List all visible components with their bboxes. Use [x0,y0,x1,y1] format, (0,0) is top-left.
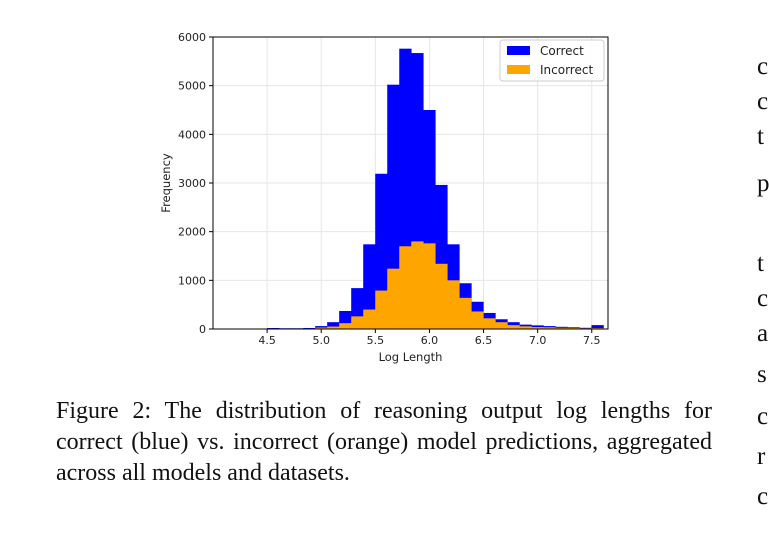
bar-incorrect [363,309,376,329]
bar-incorrect [375,290,388,329]
bar-correct [591,325,604,329]
figure-caption: Figure 2: The distribution of reasoning … [56,398,712,486]
y-tick-label: 4000 [178,128,206,141]
bar-incorrect [543,327,556,329]
legend-label-correct: Correct [540,44,584,58]
bar-incorrect [507,325,520,329]
bar-correct [363,244,376,329]
side-text-fragment: c [757,88,769,115]
bar-correct [327,322,340,329]
y-tick-label: 5000 [178,80,206,93]
x-tick-label: 5.5 [367,334,385,347]
side-text-fragment: r [757,443,766,470]
bar-incorrect [327,326,340,329]
y-tick-label: 6000 [178,31,206,44]
bar-incorrect [423,243,436,329]
side-text-fragment: c [757,403,769,430]
x-tick-label: 6.5 [475,334,493,347]
legend-swatch-correct [507,46,530,55]
side-text-fragment: s [757,361,767,388]
legend: Correct Incorrect [499,39,605,82]
x-tick-label: 4.5 [258,334,276,347]
side-text-fragment: p [757,170,769,197]
y-axis-ticks: 0 1000 2000 3000 4000 5000 6000 [178,31,213,336]
x-axis-ticks: 4.5 5.0 5.5 6.0 6.5 7.0 7.5 [258,329,601,347]
legend-label-incorrect: Incorrect [540,63,593,77]
bar-incorrect [471,311,484,329]
bar-incorrect [483,318,496,329]
bar-incorrect [435,263,448,329]
side-text-fragment: t [757,123,764,150]
bar-incorrect [315,327,328,329]
bar-incorrect [555,327,568,329]
bar-incorrect [447,280,460,329]
y-tick-label: 0 [199,323,206,336]
side-text-fragment: c [757,285,769,312]
bar-incorrect [339,323,352,329]
legend-swatch-incorrect [507,65,530,74]
bar-incorrect [459,297,472,329]
y-axis-label: Frequency [159,153,173,213]
bar-incorrect [519,326,532,329]
side-text-fragment: c [757,53,769,80]
bars-incorrect-series [267,241,604,329]
x-tick-label: 5.0 [312,334,330,347]
x-tick-label: 6.0 [421,334,439,347]
y-tick-label: 3000 [178,177,206,190]
bar-incorrect [531,327,544,329]
bar-incorrect [387,268,400,329]
y-tick-label: 2000 [178,226,206,239]
side-text-fragment: c [757,483,769,510]
bar-correct [375,173,388,329]
y-tick-label: 1000 [178,274,206,287]
bar-incorrect [399,246,412,329]
x-axis-label: Log Length [379,350,443,364]
bar-correct [315,326,328,329]
bar-incorrect [351,316,364,329]
side-text-fragment: t [757,250,764,277]
bar-incorrect [495,322,508,329]
x-tick-label: 7.0 [529,334,547,347]
side-text-fragment: a [757,320,769,347]
bar-correct [387,84,400,330]
bar-incorrect [411,241,424,329]
x-tick-label: 7.5 [583,334,601,347]
